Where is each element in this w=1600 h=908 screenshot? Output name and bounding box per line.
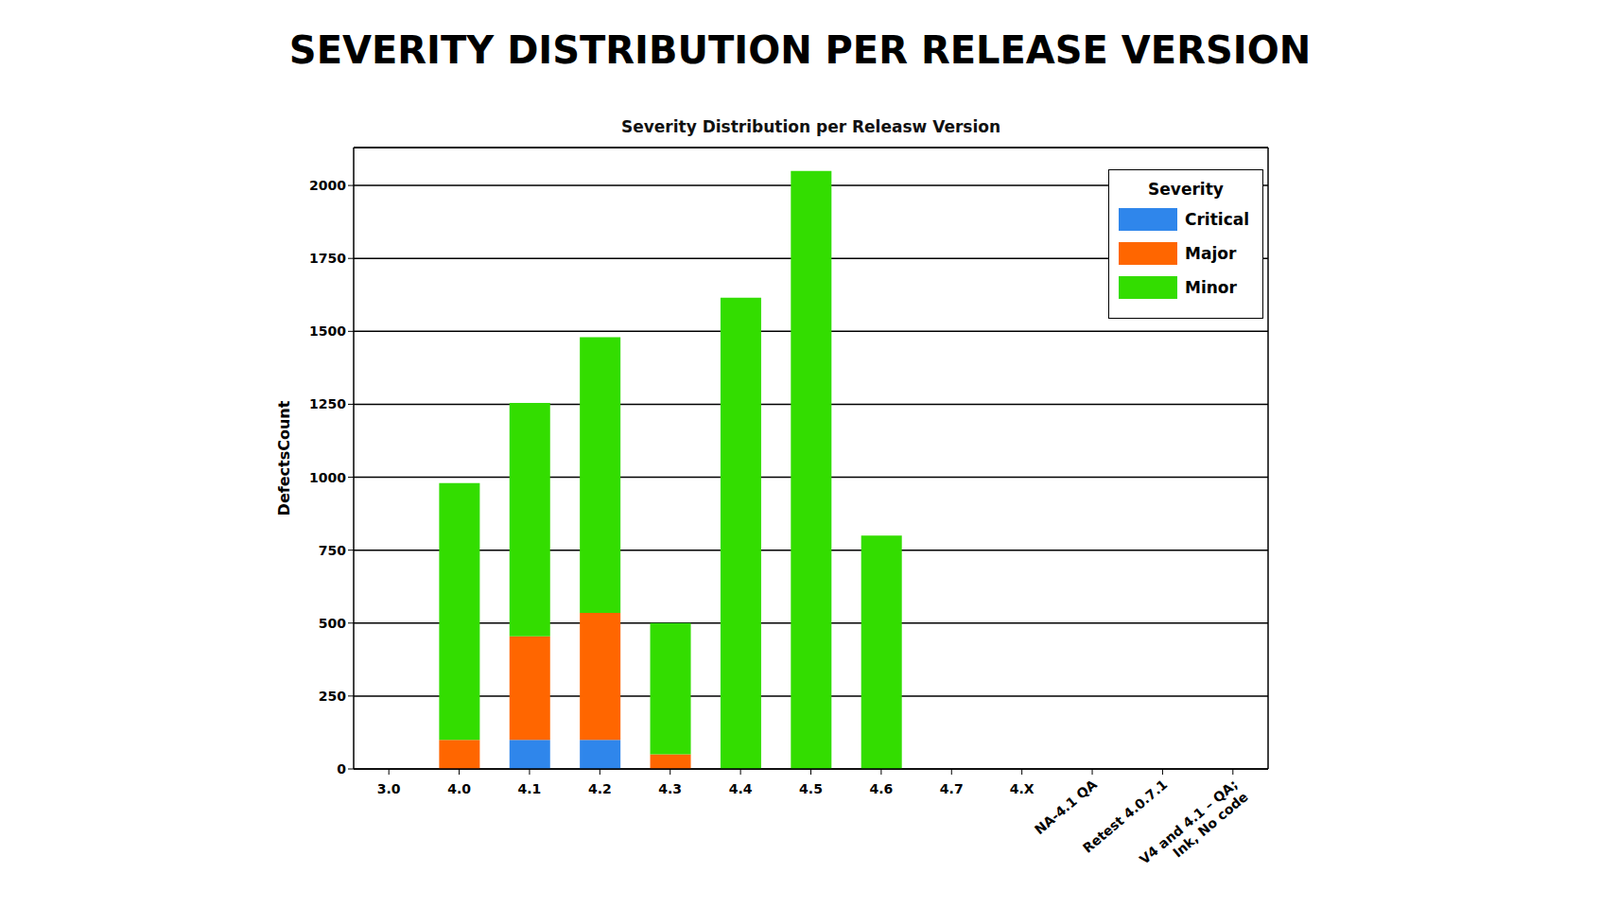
svg-text:DefectsCount: DefectsCount — [275, 400, 294, 516]
svg-text:0: 0 — [336, 761, 347, 777]
svg-text:4.3: 4.3 — [658, 781, 682, 797]
html-text:Severity Distribution per Rele: Severity Distribution per Releasw Versio… — [621, 117, 1001, 137]
svg-text:4.4: 4.4 — [729, 781, 753, 797]
html-text:SEVERITY DISTRIBUTION PER RELE: SEVERITY DISTRIBUTION PER RELEASE VERSIO… — [289, 28, 1311, 72]
svg-text:Retest 4.0.7.1: Retest 4.0.7.1 — [1079, 776, 1171, 856]
svg-text:4.6: 4.6 — [869, 781, 893, 797]
svg-text:1000: 1000 — [309, 469, 347, 486]
svg-text:4.5: 4.5 — [799, 781, 823, 797]
html-text:Critical: Critical — [1184, 209, 1250, 229]
html-text:Minor: Minor — [1184, 278, 1237, 297]
svg-text:750: 750 — [318, 542, 347, 558]
html-text:Severity: Severity — [1148, 179, 1224, 199]
svg-text:2000: 2000 — [309, 177, 347, 193]
svg-text:500: 500 — [318, 615, 347, 631]
html-text:Major: Major — [1184, 243, 1237, 263]
svg-text:4.1: 4.1 — [518, 781, 542, 797]
svg-text:1250: 1250 — [309, 396, 347, 412]
svg-text:NA-4.1 QA: NA-4.1 QA — [1031, 776, 1100, 837]
svg-text:3.0: 3.0 — [377, 781, 401, 797]
svg-text:1500: 1500 — [309, 323, 347, 339]
svg-text:4.X: 4.X — [1009, 781, 1035, 797]
svg-text:4.7: 4.7 — [939, 781, 964, 797]
svg-text:250: 250 — [318, 688, 347, 704]
svg-text:1750: 1750 — [309, 250, 347, 266]
svg-text:V4 and 4.1 – QA;Ink, No code: V4 and 4.1 – QA;Ink, No code — [1136, 776, 1252, 880]
svg-text:4.0: 4.0 — [447, 781, 471, 797]
svg-text:4.2: 4.2 — [588, 781, 612, 797]
